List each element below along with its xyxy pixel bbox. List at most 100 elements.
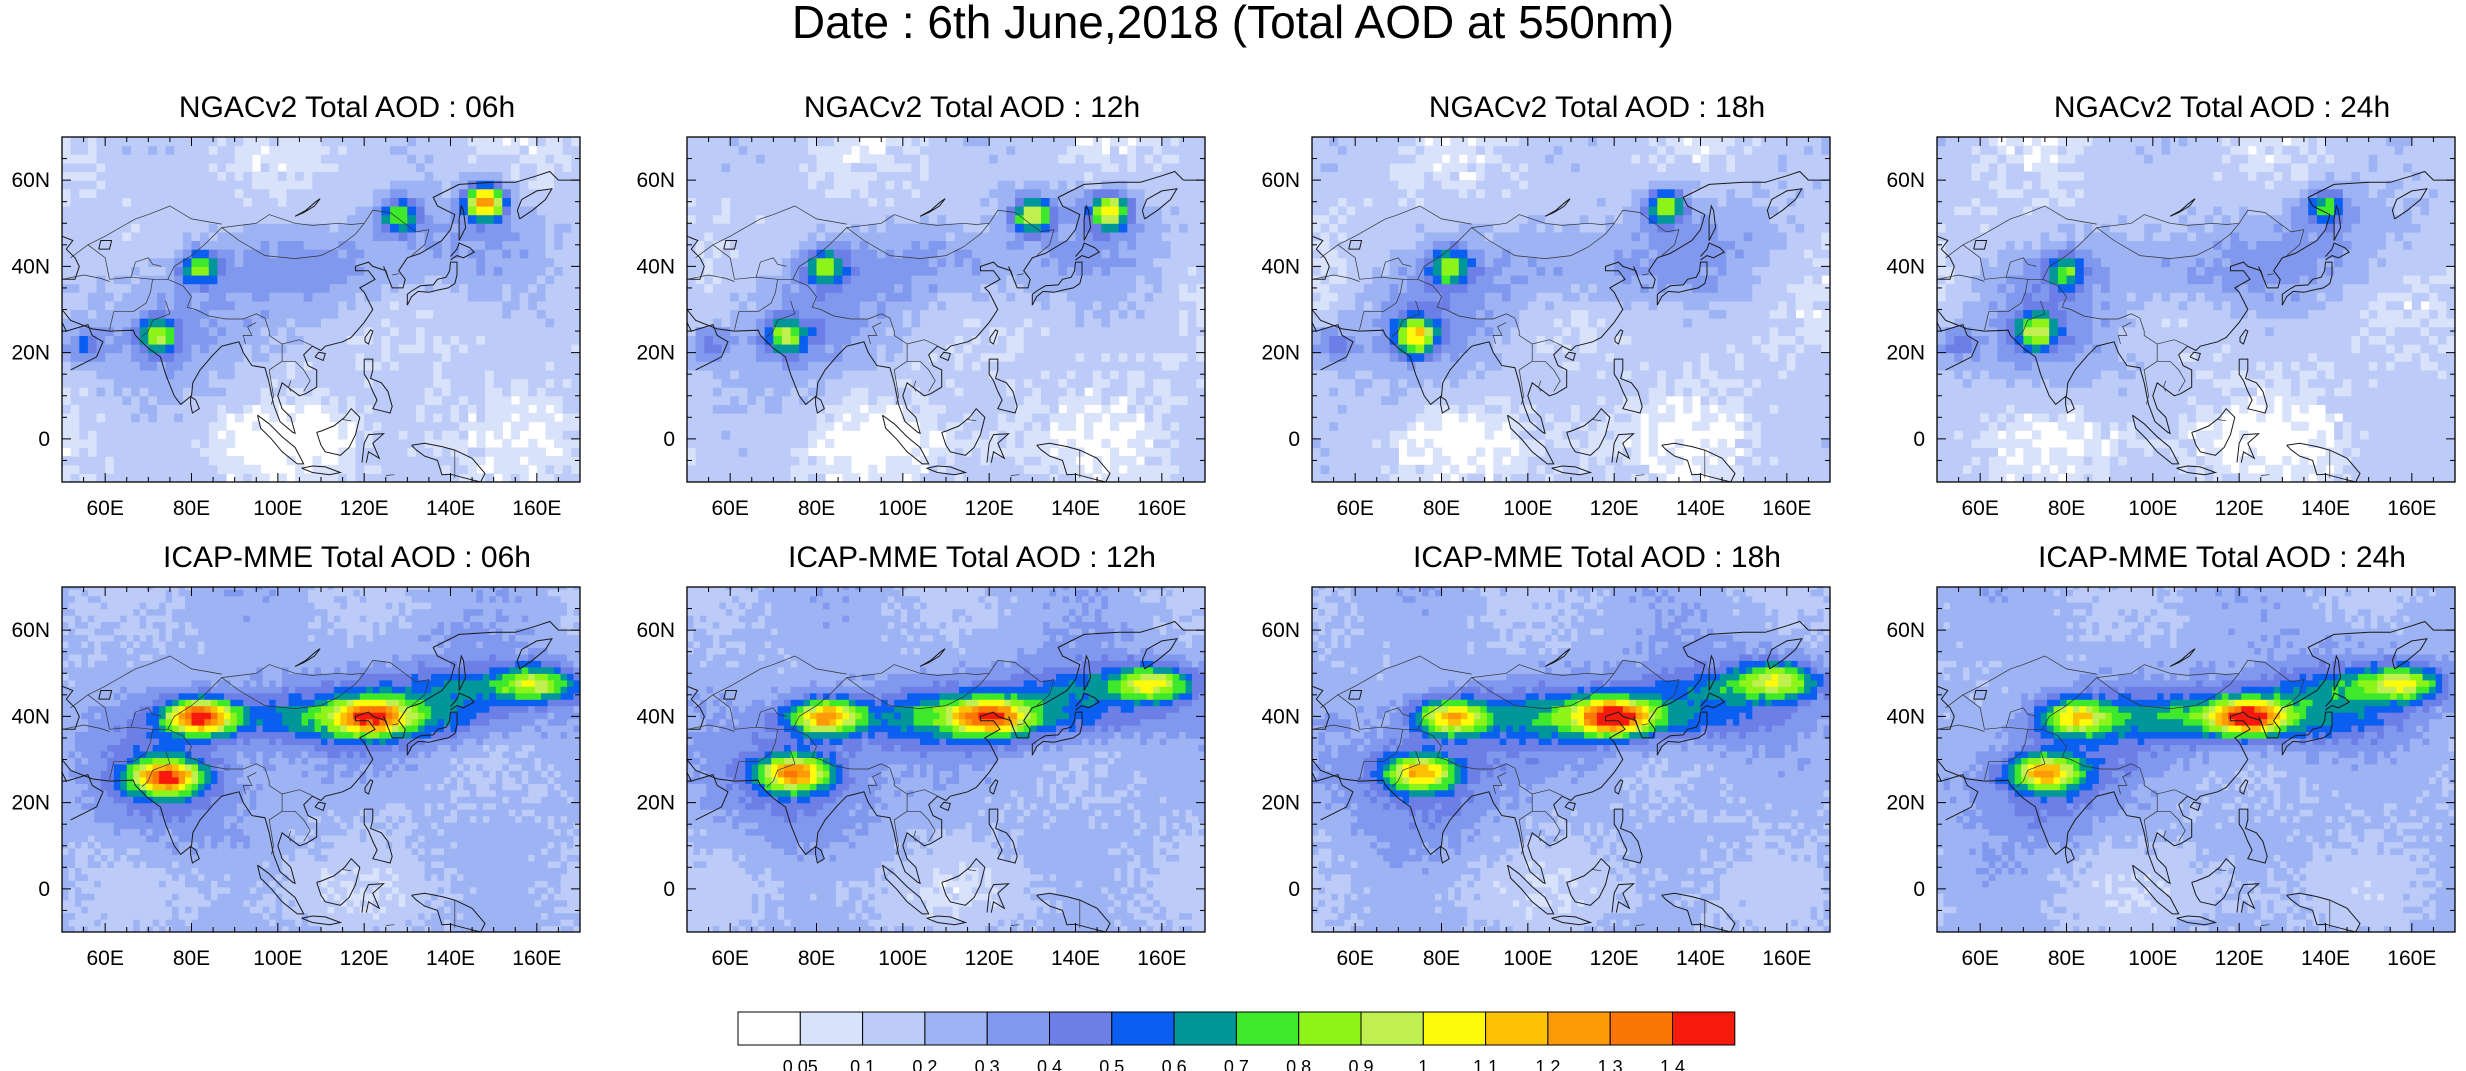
x-tick-label: 80E xyxy=(798,497,835,520)
coastline xyxy=(1614,779,1624,795)
country-border xyxy=(1337,664,1399,696)
colorbar-swatch xyxy=(1235,1011,1300,1046)
panel-title: NGACv2 Total AOD : 18h xyxy=(1337,91,1857,125)
coastline xyxy=(2176,465,2218,476)
x-tick-label: 60E xyxy=(1961,497,1998,520)
coastline xyxy=(939,801,951,812)
x-tick-label: 100E xyxy=(878,947,927,970)
country-border xyxy=(893,344,908,405)
coastline xyxy=(450,692,476,711)
country-border xyxy=(2023,205,2097,225)
country-border xyxy=(130,257,162,278)
country-border xyxy=(1592,869,1602,872)
map-panel: 60E 80E 100E 120E 140E 160E 60N 40N 20N 0 xyxy=(11,136,581,520)
coastline xyxy=(301,915,343,926)
coastline xyxy=(1083,204,1092,241)
colorbar-label: 0.5 xyxy=(1099,1057,1124,1071)
country-border xyxy=(109,279,153,330)
y-tick-label: 40N xyxy=(1886,705,1925,728)
country-border xyxy=(1312,759,1313,760)
country-border xyxy=(1380,257,1412,278)
coastline xyxy=(406,261,458,306)
y-tick-label: 20N xyxy=(1886,342,1925,365)
coastline xyxy=(926,465,968,476)
country-border xyxy=(766,300,796,337)
y-tick-label: 40N xyxy=(1261,255,1300,278)
country-border xyxy=(288,380,292,392)
country-border xyxy=(712,214,774,246)
coastline xyxy=(98,690,113,700)
coastline xyxy=(1385,620,1809,885)
country-border xyxy=(2267,723,2274,726)
coastline xyxy=(1312,309,1386,336)
x-tick-label: 160E xyxy=(2387,947,2436,970)
y-tick-label: 40N xyxy=(636,705,675,728)
aod-field xyxy=(62,137,580,482)
country-border xyxy=(1312,274,1360,282)
colorbar-swatch xyxy=(862,1011,926,1046)
x-tick-label: 60E xyxy=(1336,947,1373,970)
coastline xyxy=(62,235,80,280)
country-border xyxy=(392,723,399,726)
x-tick-label: 140E xyxy=(1051,497,1100,520)
coastline xyxy=(190,395,200,414)
x-tick-label: 60E xyxy=(711,497,748,520)
coastline xyxy=(1937,309,2011,336)
country-border xyxy=(755,707,787,728)
country-border xyxy=(2260,474,2270,476)
country-border xyxy=(2260,924,2270,926)
x-tick-label: 80E xyxy=(1423,947,1460,970)
country-border xyxy=(773,655,847,675)
colorbar-label: 0.8 xyxy=(1286,1057,1311,1071)
coastline xyxy=(1766,188,1803,220)
country-border xyxy=(734,726,938,797)
country-border xyxy=(687,309,688,310)
country-border xyxy=(1010,474,1020,476)
country-border xyxy=(1518,794,1533,855)
country-border xyxy=(62,724,110,732)
colorbar-label: 0.9 xyxy=(1348,1057,1373,1071)
country-border xyxy=(766,750,796,787)
y-tick-label: 40N xyxy=(11,705,50,728)
map-panel: 60E 80E 100E 120E 140E 160E 60N 40N 20N 0 xyxy=(1261,136,1831,520)
coastline xyxy=(941,407,986,456)
country-border xyxy=(2217,869,2227,872)
country-border xyxy=(268,344,283,405)
coastline xyxy=(882,414,930,465)
country-border xyxy=(1945,244,1985,280)
country-border xyxy=(109,726,313,797)
coastline xyxy=(2239,779,2249,795)
coastline xyxy=(1708,204,1717,241)
country-border xyxy=(1417,209,1680,280)
map-panel: 60E 80E 100E 120E 140E 160E 60N 40N 20N 0 xyxy=(636,586,1206,970)
panel-title: NGACv2 Total AOD : 12h xyxy=(712,91,1232,125)
x-tick-label: 160E xyxy=(1137,497,1186,520)
country-border xyxy=(62,309,63,310)
coastline xyxy=(687,772,729,821)
coastline xyxy=(1973,690,1988,700)
figure-title: Date : 6th June,2018 (Total AOD at 550nm… xyxy=(0,0,2466,45)
country-border xyxy=(687,759,688,760)
coastline xyxy=(989,329,999,345)
coastline xyxy=(1566,407,1611,456)
x-tick-label: 160E xyxy=(512,947,561,970)
y-tick-label: 0 xyxy=(1913,428,1925,451)
colorbar-swatch xyxy=(1298,1011,1362,1046)
country-border xyxy=(342,419,352,422)
country-border xyxy=(385,474,395,476)
country-border xyxy=(1391,750,1421,787)
country-border xyxy=(2267,273,2274,276)
x-tick-label: 80E xyxy=(173,947,210,970)
country-border xyxy=(70,244,110,280)
country-border xyxy=(242,322,257,345)
country-border xyxy=(1359,276,1563,347)
x-tick-label: 120E xyxy=(965,497,1014,520)
country-border xyxy=(687,724,735,732)
colorbar-swatch xyxy=(1422,1011,1487,1046)
colorbar-label: 0.6 xyxy=(1162,1057,1187,1071)
colorbar-label: 1.1 xyxy=(1473,1057,1498,1071)
y-tick-label: 0 xyxy=(38,878,50,901)
x-tick-label: 60E xyxy=(711,947,748,970)
country-border xyxy=(1017,723,1024,726)
country-border xyxy=(2117,322,2132,345)
